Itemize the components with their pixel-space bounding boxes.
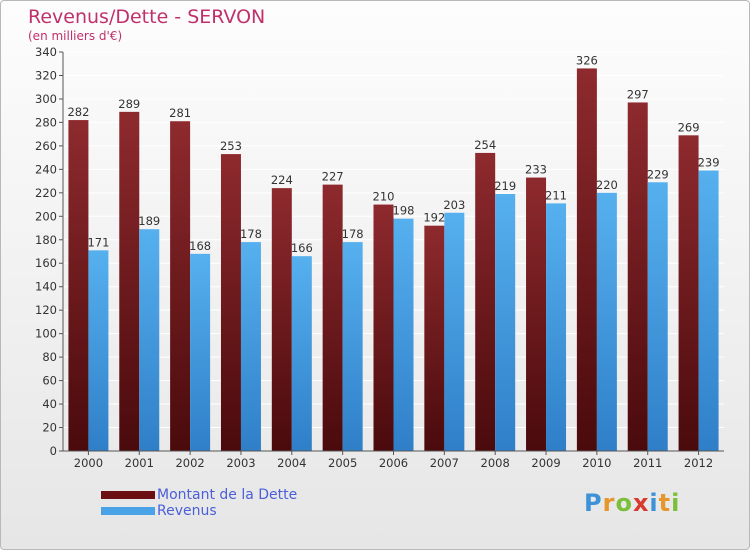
bar-revenus-2011 (647, 182, 668, 451)
bar-revenus-2001 (139, 229, 160, 451)
chart-subtitle: (en milliers d'€) (28, 29, 123, 43)
data-label-dette-2002: 281 (169, 106, 191, 120)
bar-revenus-2006 (393, 218, 414, 451)
x-tick-label: 2003 (226, 456, 255, 470)
legend-item-revenus: Revenus (101, 503, 297, 519)
data-label-dette-2010: 326 (576, 53, 598, 67)
data-label-dette-2009: 233 (525, 163, 547, 177)
data-label-dette-2007: 192 (423, 211, 445, 225)
data-label-dette-2005: 227 (322, 170, 344, 184)
data-label-dette-2011: 297 (627, 87, 649, 101)
data-label-dette-2000: 282 (67, 105, 89, 119)
legend-swatch-revenus (101, 507, 155, 515)
x-tick-label: 2012 (684, 456, 713, 470)
bar-dette-2005 (322, 184, 343, 451)
bar-revenus-2000 (88, 250, 109, 451)
bar-revenus-2012 (698, 170, 719, 451)
x-tick-label: 2004 (277, 456, 306, 470)
y-tick-label: 220 (35, 186, 57, 200)
bar-dette-2003 (220, 154, 241, 452)
y-tick-label: 160 (35, 256, 57, 270)
data-label-revenus-2005: 178 (342, 227, 364, 241)
data-label-revenus-2009: 211 (545, 188, 567, 202)
x-tick-label: 2011 (633, 456, 662, 470)
data-label-revenus-2004: 166 (291, 241, 313, 255)
data-label-revenus-2006: 198 (393, 204, 415, 218)
legend: Montant de la Dette Revenus (101, 487, 297, 519)
bar-dette-2004 (271, 188, 292, 452)
y-tick-label: 240 (35, 162, 57, 176)
data-label-revenus-2003: 178 (240, 227, 262, 241)
x-tick-label: 2010 (582, 456, 611, 470)
y-tick-label: 0 (50, 444, 57, 458)
bar-dette-2010 (576, 68, 597, 451)
axis-layer: 0 20 40 60 80 100 120 140 160 180 200 220 240 260 280 3… (35, 45, 724, 470)
bar-revenus-2002 (190, 253, 211, 451)
bar-dette-2011 (627, 102, 648, 451)
x-tick-label: 2008 (481, 456, 510, 470)
y-tick-label: 60 (42, 374, 57, 388)
x-tick-label: 2002 (175, 456, 204, 470)
y-tick-label: 200 (35, 209, 57, 223)
bar-revenus-2009 (546, 203, 567, 451)
y-tick-label: 260 (35, 139, 57, 153)
bar-dette-2001 (119, 111, 140, 451)
data-label-revenus-2007: 203 (443, 198, 465, 212)
bar-dette-2000 (68, 120, 89, 452)
y-tick-label: 180 (35, 233, 57, 247)
x-tick-label: 2007 (430, 456, 459, 470)
legend-label-dette: Montant de la Dette (157, 487, 298, 503)
y-tick-label: 300 (35, 92, 57, 106)
data-label-dette-2001: 289 (118, 97, 140, 111)
bar-revenus-2004 (291, 256, 312, 451)
chart-title: Revenus/Dette - SERVON (28, 6, 266, 28)
legend-label-revenus: Revenus (157, 503, 217, 519)
y-tick-label: 340 (35, 45, 57, 59)
data-label-dette-2008: 254 (474, 138, 496, 152)
x-tick-label: 2009 (531, 456, 560, 470)
legend-swatch-dette (101, 491, 155, 499)
y-tick-label: 280 (35, 115, 57, 129)
proxiti-logo: Proxiti (584, 489, 681, 517)
x-tick-label: 2005 (328, 456, 357, 470)
data-label-revenus-2010: 220 (596, 178, 618, 192)
bar-revenus-2008 (495, 193, 516, 451)
bar-revenus-2005 (342, 242, 363, 451)
legend-item-dette: Montant de la Dette (101, 487, 297, 503)
data-label-dette-2006: 210 (373, 190, 395, 204)
bar-dette-2006 (373, 204, 394, 451)
bar-dette-2002 (170, 121, 191, 452)
x-tick-label: 2001 (125, 456, 154, 470)
y-tick-label: 40 (42, 397, 57, 411)
y-tick-label: 120 (35, 303, 57, 317)
y-tick-label: 80 (42, 350, 57, 364)
bar-revenus-2007 (444, 212, 465, 451)
data-label-dette-2012: 269 (678, 120, 700, 134)
bar-dette-2007 (424, 225, 445, 451)
x-tick-label: 2000 (74, 456, 103, 470)
bar-dette-2009 (526, 177, 547, 452)
bar-dette-2008 (475, 152, 496, 451)
data-label-revenus-2011: 229 (647, 167, 669, 181)
bar-revenus-2003 (240, 242, 261, 451)
data-label-revenus-2012: 239 (698, 156, 720, 170)
y-tick-label: 320 (35, 68, 57, 82)
bar-dette-2012 (678, 135, 699, 451)
data-label-revenus-2000: 171 (87, 235, 109, 249)
data-label-dette-2004: 224 (271, 173, 293, 187)
data-label-revenus-2008: 219 (494, 179, 516, 193)
bar-revenus-2010 (596, 192, 617, 451)
x-tick-label: 2006 (379, 456, 408, 470)
labels-layer: 2821712891892811682531782241662271782101… (67, 53, 719, 255)
y-tick-label: 140 (35, 280, 57, 294)
data-label-revenus-2001: 189 (138, 214, 160, 228)
y-tick-label: 100 (35, 327, 57, 341)
bars-layer (68, 68, 719, 452)
y-tick-label: 20 (42, 421, 57, 435)
data-label-dette-2003: 253 (220, 139, 242, 153)
data-label-revenus-2002: 168 (189, 239, 211, 253)
